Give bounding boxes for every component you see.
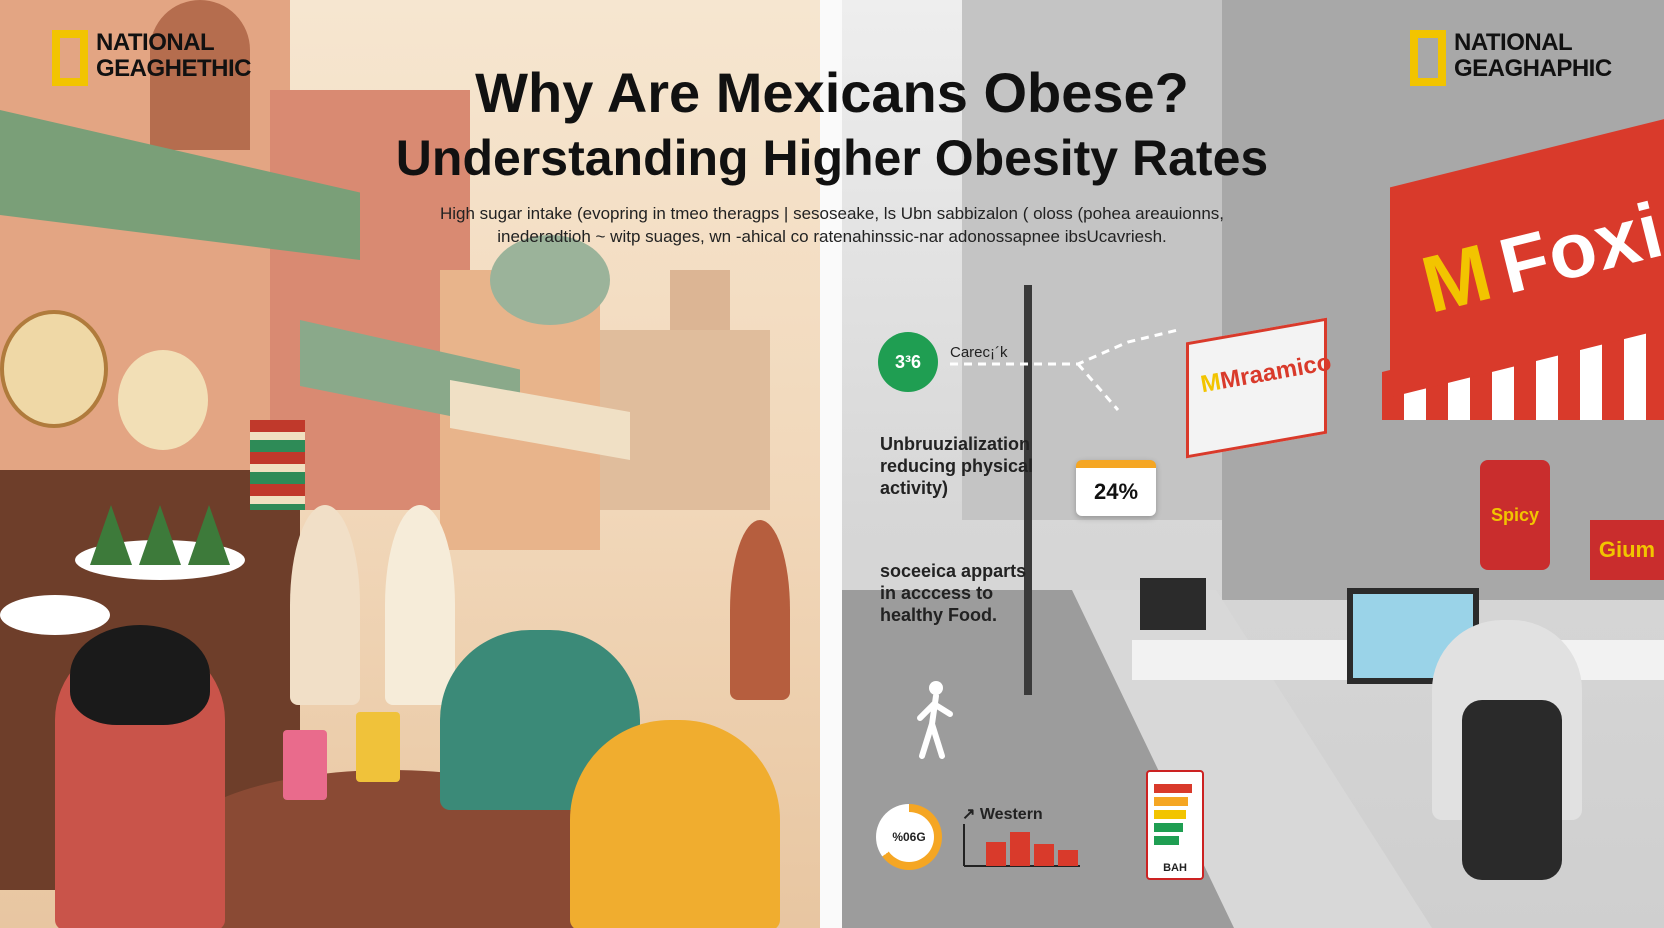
building-window <box>150 0 250 150</box>
monitor-back <box>1140 578 1206 630</box>
snack-box-label: Gium <box>1598 537 1656 562</box>
green-stat-badge: 3³6 <box>878 332 938 392</box>
walking-person-icon <box>917 681 953 759</box>
page-subtitle-heading: Understanding Higher Obesity Rates <box>395 130 1269 186</box>
dashed-connector <box>950 328 1179 411</box>
subtitle-line-1: High sugar intake (evoprin​g in tmeo the… <box>439 204 1225 223</box>
nutrition-bar-red <box>1154 784 1192 793</box>
woman-diner-hair <box>70 625 210 725</box>
socioeconomic-annotation: soceeica apparts in acccess to healthy F… <box>880 561 1027 625</box>
nutrition-bar-green <box>1154 823 1184 832</box>
national-geographic-logo-left: NATIONAL GEAGHETHIC <box>52 29 252 86</box>
panel-divider <box>820 0 842 928</box>
western-text: Western <box>979 806 1043 823</box>
woman-vendor-2 <box>385 505 455 705</box>
snack-bag-label: Spicy <box>1490 504 1540 525</box>
pedestrian <box>730 520 790 700</box>
urbanization-annotation: Unbruuzialization reducing physical acti… <box>880 434 1034 498</box>
page-title: Why Are Mexicans Obese? <box>475 61 1189 124</box>
nutrition-bar-green-2 <box>1154 836 1180 845</box>
pie-chart-badge: %06G <box>876 804 942 870</box>
western-label: ↗ Western <box>962 804 1043 826</box>
logo-text-right: NATIONAL GEAGHAPHIC <box>1454 29 1612 82</box>
drink-yellow <box>356 712 400 782</box>
national-geographic-logo-right: NATIONAL GEAGHAPHIC <box>1410 30 1612 86</box>
papel-picado <box>250 420 305 510</box>
salad-plate <box>0 595 110 635</box>
yellow-frame-icon <box>52 30 88 86</box>
western-bar-chart <box>963 824 1080 867</box>
nutrition-bar-yellow <box>1154 810 1186 819</box>
snack-box: Gium <box>1590 520 1664 580</box>
tree <box>490 235 610 325</box>
tamales <box>90 505 230 565</box>
percent-card: 24% <box>1076 460 1156 516</box>
street-lamp <box>1024 285 1032 695</box>
taco-hanging <box>0 310 108 428</box>
yellow-frame-icon-right <box>1410 30 1446 86</box>
snack-bag: Spicy <box>1480 460 1550 570</box>
badge-label: Carec¡´k <box>950 344 1008 361</box>
pie-label: %06G <box>884 812 934 862</box>
boy-diner <box>570 720 780 928</box>
logo-text-left: NATIONAL GEAGHETHIC <box>96 29 252 82</box>
title-block: Why Are Mexicans Obese? Understanding Hi… <box>250 60 1414 248</box>
office-chair <box>1462 700 1562 880</box>
tortilla-hanging <box>118 350 208 450</box>
nutrition-label-card: BAH <box>1146 770 1204 880</box>
left-illustration-panel <box>0 0 820 928</box>
subtitle-line-2: in​eder​adtioh ~ witp suages, wn -ahical… <box>497 227 1167 246</box>
growth-icon: ↗ <box>962 806 976 823</box>
drink-pink <box>283 730 327 800</box>
woman-vendor <box>290 505 360 705</box>
nutrition-footer: BAH <box>1163 862 1187 874</box>
nutrition-bar-orange <box>1154 797 1188 806</box>
